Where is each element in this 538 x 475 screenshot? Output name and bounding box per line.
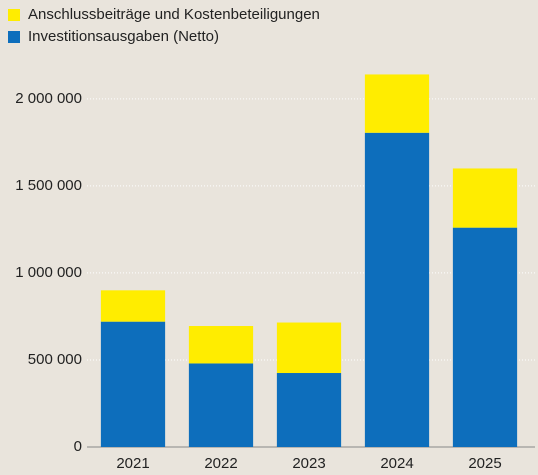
bar-segment	[188, 363, 254, 447]
y-tick-label: 2 000 000	[15, 90, 82, 107]
x-tick-label: 2025	[468, 455, 501, 472]
y-tick-label: 500 000	[28, 351, 82, 368]
bar-segment	[364, 132, 430, 447]
bar-segment	[364, 74, 430, 133]
x-tick-label: 2024	[380, 455, 413, 472]
y-tick-label: 0	[74, 438, 82, 455]
x-tick-label: 2022	[204, 455, 237, 472]
y-tick-label: 1 000 000	[15, 264, 82, 281]
bar-segment	[100, 321, 166, 447]
bar-segment	[452, 227, 518, 447]
legend-swatch	[8, 31, 20, 43]
bar-segment	[452, 168, 518, 228]
legend-swatch	[8, 9, 20, 21]
bar-segment	[276, 373, 342, 447]
legend-label: Investitionsausgaben (Netto)	[28, 28, 219, 45]
x-tick-label: 2023	[292, 455, 325, 472]
x-tick-label: 2021	[116, 455, 149, 472]
bar-segment	[276, 322, 342, 374]
bar-segment	[188, 326, 254, 364]
bar-segment	[100, 290, 166, 322]
y-tick-label: 1 500 000	[15, 177, 82, 194]
legend-label: Anschlussbeiträge und Kostenbeteiligunge…	[28, 6, 320, 23]
